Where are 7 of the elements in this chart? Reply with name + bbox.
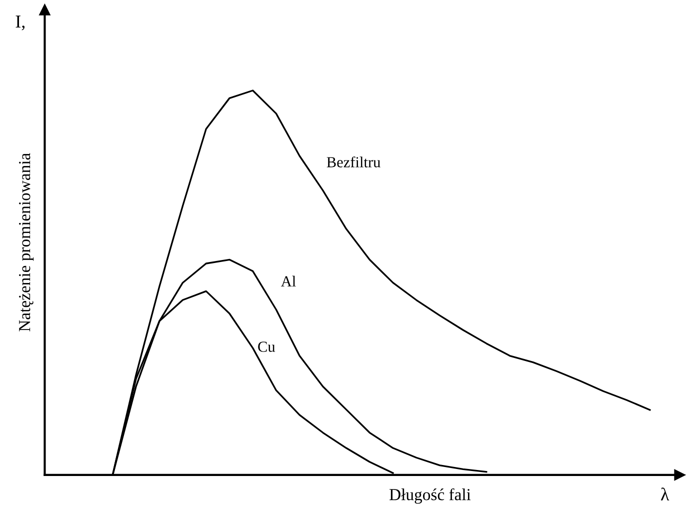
series-label: Bezfiltru xyxy=(326,156,380,168)
y-axis-title: Natężenie promieniowania xyxy=(19,153,34,332)
text: λ xyxy=(660,488,670,500)
text: I, xyxy=(16,16,25,30)
series-label: Cu xyxy=(258,342,276,352)
series-label: Al xyxy=(280,276,296,286)
x-axis-title: Długość fali xyxy=(390,488,471,504)
